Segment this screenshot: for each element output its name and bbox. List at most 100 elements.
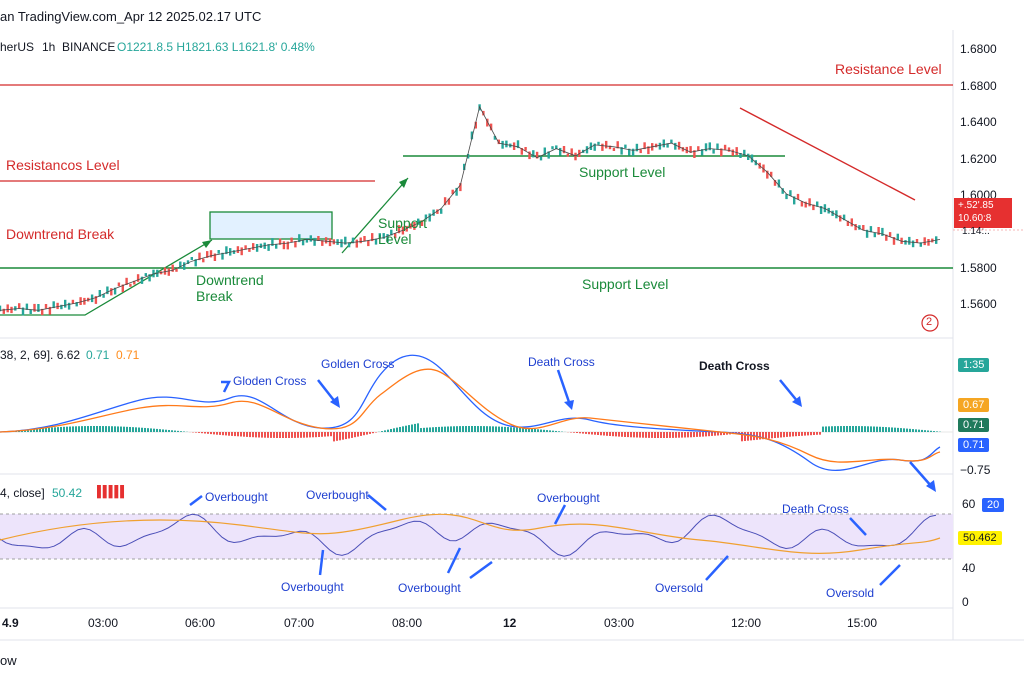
signal-line[interactable] xyxy=(0,368,941,463)
downtrend-break-trendline[interactable] xyxy=(0,239,213,316)
price-candle xyxy=(739,153,742,158)
price-candle xyxy=(255,244,259,252)
macd-bar xyxy=(813,432,815,435)
price-candle xyxy=(278,238,282,245)
macd-bar xyxy=(234,432,236,437)
macd-bar xyxy=(102,426,104,432)
price-candle xyxy=(140,276,144,284)
macd-bar xyxy=(309,432,311,438)
macd-bar xyxy=(570,432,572,433)
symbol-name[interactable]: herUS xyxy=(0,40,35,54)
rsi-ma-line xyxy=(0,513,941,554)
price-candle xyxy=(286,241,289,250)
consolidation-box[interactable] xyxy=(209,211,333,240)
price-candle xyxy=(133,280,136,285)
downtrend-line[interactable] xyxy=(739,107,916,201)
price-candle xyxy=(359,237,362,244)
macd-bar xyxy=(639,432,641,438)
gloden-cross-arrow xyxy=(221,380,232,393)
price-candle xyxy=(731,149,734,156)
price-candle xyxy=(911,240,915,248)
macd-bar xyxy=(585,432,587,434)
macd-bar xyxy=(579,432,581,434)
price-candle xyxy=(367,240,370,247)
macd-bar xyxy=(711,432,713,436)
price-candle xyxy=(179,261,182,269)
price-candle xyxy=(240,247,243,256)
rsi-label-overbought-2: Overbought xyxy=(306,488,369,502)
macd-bar xyxy=(303,432,305,438)
macd-bar xyxy=(114,426,116,433)
macd-bar xyxy=(288,432,290,438)
price-candle xyxy=(559,147,562,156)
price-candle xyxy=(854,224,857,231)
rsi-label-oversold-2: Oversold xyxy=(826,586,875,600)
price-candle xyxy=(18,303,21,309)
death-cross-label: Death Cross xyxy=(528,355,595,369)
price-candle xyxy=(927,239,930,246)
price-candle xyxy=(125,277,128,285)
macd-bar xyxy=(909,428,911,433)
price-candle xyxy=(704,143,708,152)
price-candle xyxy=(183,262,186,270)
price-candle xyxy=(121,284,124,293)
macd-bar xyxy=(765,432,767,439)
macd-bar xyxy=(933,431,935,432)
macd-bar xyxy=(453,426,455,432)
macd-bar xyxy=(876,426,878,433)
macd-bar xyxy=(807,432,809,436)
price-candle xyxy=(624,144,627,149)
price-candle xyxy=(750,154,754,163)
macd-bar xyxy=(435,427,437,432)
price-candle xyxy=(14,306,17,311)
macd-bar xyxy=(861,426,863,433)
interval-label[interactable]: 1h xyxy=(42,40,56,54)
macd-bar xyxy=(528,428,530,432)
price-candle xyxy=(163,267,167,275)
price-candle xyxy=(555,145,558,150)
macd-bar xyxy=(777,432,779,438)
macd-bar xyxy=(123,426,125,432)
price-candle xyxy=(862,225,865,231)
price-candle xyxy=(382,233,385,239)
price-candle xyxy=(340,239,343,248)
macd-bar xyxy=(687,432,689,438)
macd-bar xyxy=(474,426,476,433)
macd-bar xyxy=(630,432,632,438)
macd-header[interactable]: 38, 2, 69]. 6.62 xyxy=(0,348,81,362)
macd-bar xyxy=(867,426,869,432)
rsi-value-tag: 50.462 xyxy=(958,531,1002,545)
price-tick: 1.5800 xyxy=(960,261,997,275)
rsi-line[interactable] xyxy=(0,513,937,557)
current-price-tag[interactable]: +.52'.85 10.60:8 xyxy=(954,198,1012,228)
resistance-label-left: Resistancos Level xyxy=(6,157,120,173)
macd-bar xyxy=(843,426,845,433)
macd-bar xyxy=(297,432,299,438)
macd-bar xyxy=(879,426,881,432)
macd-bar xyxy=(126,426,128,433)
macd-bar xyxy=(159,429,161,432)
price-candle xyxy=(915,239,919,243)
macd-bar xyxy=(837,426,839,433)
price-candle xyxy=(674,142,677,150)
support-label-small-2: Level xyxy=(378,231,412,247)
macd-bar xyxy=(360,432,362,436)
rsi-header[interactable]: 4, close] xyxy=(0,486,45,500)
alert-badge[interactable] xyxy=(921,314,939,332)
macd-bar xyxy=(900,428,902,432)
price-candle xyxy=(29,309,32,314)
price-candle xyxy=(451,189,454,195)
macd-bar xyxy=(450,426,452,432)
macd-line[interactable] xyxy=(0,354,941,471)
price-candle xyxy=(777,179,781,188)
macd-bar xyxy=(483,426,485,433)
macd-bar xyxy=(285,432,287,438)
golden-cross-arrow xyxy=(317,379,337,404)
macd-bar xyxy=(72,426,74,433)
macd-bar xyxy=(300,432,302,438)
rsi-band xyxy=(0,514,953,559)
macd-bar xyxy=(705,432,707,437)
macd-bar xyxy=(384,430,386,432)
macd-bar xyxy=(105,426,107,432)
